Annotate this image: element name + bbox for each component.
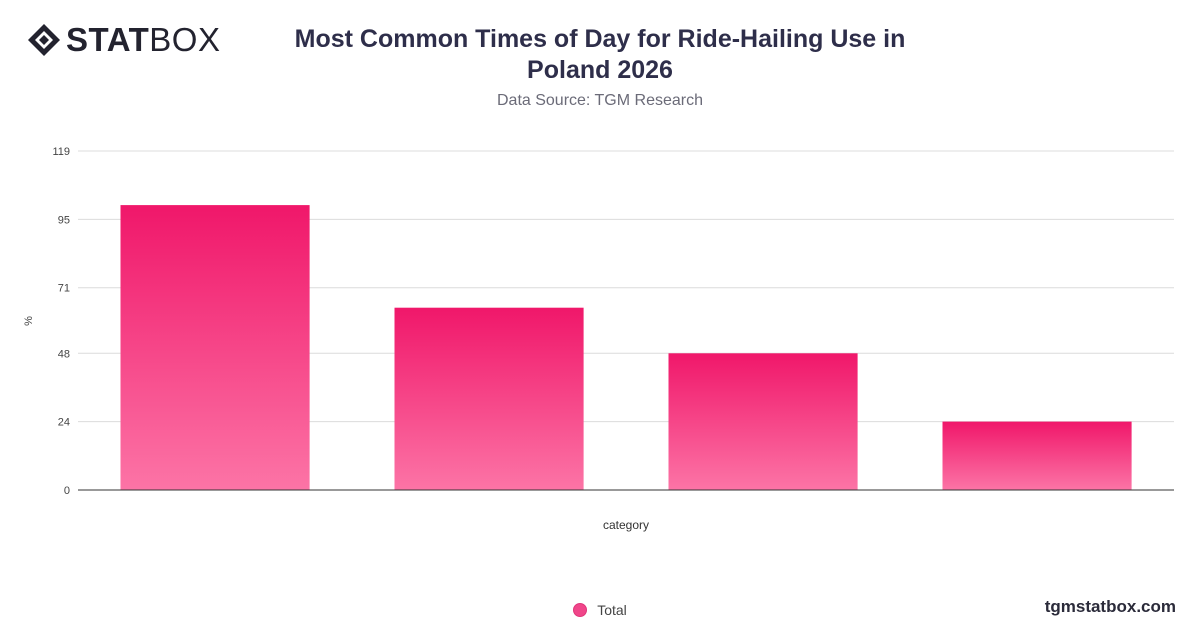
y-axis-label: % bbox=[23, 316, 35, 326]
y-tick-label: 48 bbox=[58, 348, 70, 360]
x-axis-label: category bbox=[603, 518, 649, 532]
logo-text-light: BOX bbox=[149, 21, 221, 58]
chart-title: Most Common Times of Day for Ride-Hailin… bbox=[294, 25, 906, 84]
logo-wordmark: STATBOX bbox=[66, 22, 220, 58]
y-tick-label: 71 bbox=[58, 283, 70, 295]
bar-3[interactable] bbox=[668, 353, 858, 490]
y-tick-label: 95 bbox=[58, 214, 70, 226]
legend-label-total: Total bbox=[597, 602, 627, 618]
axes: 0 24 48 71 95 119 bbox=[52, 146, 1174, 497]
legend-swatch-total bbox=[573, 603, 588, 617]
legend[interactable]: Total bbox=[0, 602, 1200, 618]
y-tick-label: 0 bbox=[64, 485, 70, 497]
bar-1[interactable] bbox=[120, 205, 310, 490]
site-url: tgmstatbox.com bbox=[1044, 597, 1176, 616]
bar-2[interactable] bbox=[394, 307, 584, 490]
statbox-diamond-icon bbox=[28, 24, 60, 56]
y-tick-label: 24 bbox=[58, 417, 70, 429]
bars bbox=[120, 205, 1132, 490]
bar-4[interactable] bbox=[942, 421, 1132, 490]
statbox-logo: STATBOX bbox=[26, 22, 220, 58]
y-tick-label: 119 bbox=[52, 146, 70, 158]
chart-subtitle: Data Source: TGM Research bbox=[496, 92, 703, 109]
logo-text-bold: STAT bbox=[66, 21, 150, 58]
